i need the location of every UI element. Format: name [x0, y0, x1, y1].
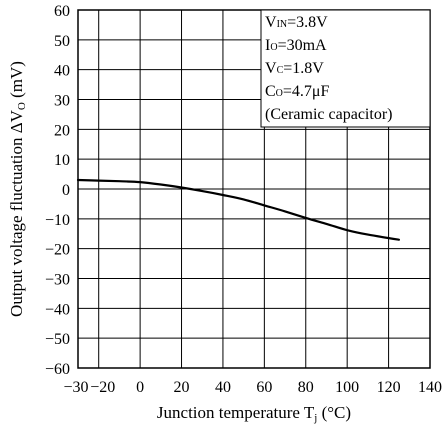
annotation-subscript: IN: [277, 19, 288, 30]
plot-frame: [77, 9, 431, 369]
y-tick-label: −60: [45, 361, 70, 378]
x-axis-title-main: Junction temperature T: [157, 403, 315, 422]
annotation-main: (Ceramic capacitor): [265, 106, 392, 123]
annotation-line-1: VIN=3.8V: [265, 14, 328, 31]
y-tick-label: −20: [45, 242, 70, 259]
y-tick-label: 60: [54, 3, 70, 20]
y-tick-label: 10: [54, 152, 70, 169]
annotation-value: =30mA: [278, 37, 327, 54]
annotation-value: =1.8V: [283, 60, 324, 77]
annotation-main: C: [265, 83, 276, 100]
x-tick-label: 0: [136, 379, 144, 396]
y-tick-label: 40: [54, 63, 70, 80]
y-tick-label: −30: [45, 272, 70, 289]
y-tick-labels: 60 50 40 30 20 10 0 −10 −20 −30 −40 −50 −60: [45, 3, 70, 378]
annotation-line-5: (Ceramic capacitor): [265, 106, 392, 123]
y-axis-title-main: Output voltage fluctuation ΔV: [7, 109, 26, 317]
annotation-main: I: [265, 37, 270, 54]
series-line-0: [76, 178, 400, 241]
annotation-value: =4.7μF: [283, 83, 330, 100]
annotation-value: =3.8V: [287, 14, 328, 31]
x-tick-label: −20: [90, 379, 115, 396]
x-axis-title: Junction temperature Tj (°C): [157, 403, 351, 424]
x-tick-label: −30: [63, 379, 88, 396]
y-tick-label: 30: [54, 93, 70, 110]
x-tick-label: 60: [256, 379, 272, 396]
x-tick-label: 100: [335, 379, 359, 396]
annotation-line-4: CO=4.7μF: [265, 83, 330, 100]
x-tick-label: 20: [174, 379, 190, 396]
y-tick-label: −10: [45, 212, 70, 229]
annotation-subscript: O: [270, 42, 277, 53]
y-tick-label: −50: [45, 331, 70, 348]
y-tick-label: 50: [54, 33, 70, 50]
x-tick-labels: −30 −20 0 20 40 60 80 100 120 140: [63, 379, 442, 396]
y-tick-label: 20: [54, 122, 70, 139]
annotation-subscript: O: [276, 88, 283, 99]
y-tick-label: −40: [45, 301, 70, 318]
y-axis-title-sub: O: [16, 102, 28, 110]
annotation-main: V: [265, 60, 277, 77]
annotation-main: V: [265, 14, 277, 31]
x-tick-label: 120: [377, 379, 401, 396]
y-tick-label: 0: [62, 182, 70, 199]
y-axis-title: Output voltage fluctuation ΔVO (mV): [7, 61, 28, 317]
annotation-line-2: IO=30mA: [265, 37, 327, 54]
annotation-line-3: VC=1.8V: [265, 60, 324, 77]
x-tick-label: 80: [298, 379, 314, 396]
x-axis-title-sub: j: [313, 412, 317, 424]
annotation-subscript: C: [277, 65, 284, 76]
series-group: [76, 178, 400, 241]
x-axis-title-unit: (°C): [317, 403, 351, 422]
x-tick-label: 140: [418, 379, 442, 396]
y-axis-title-unit: (mV): [7, 61, 26, 102]
x-tick-label: 40: [215, 379, 231, 396]
annotation-box: [260, 9, 431, 128]
